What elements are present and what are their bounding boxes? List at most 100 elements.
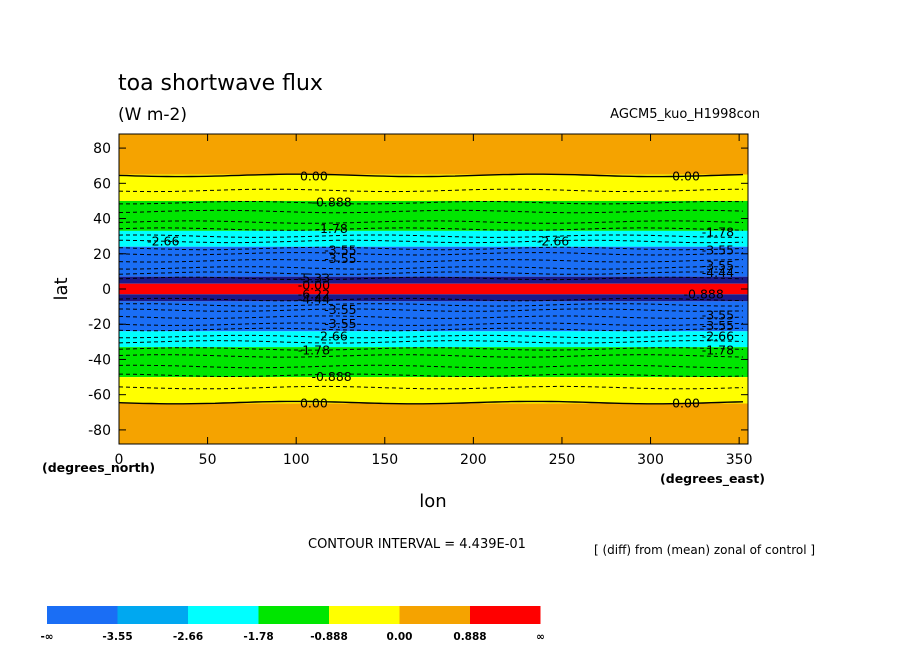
contour-line-10 [118,259,744,263]
contour-label-18: -3.55 [702,307,734,322]
y-tick-label-4: 0 [102,282,111,298]
band-9 [119,331,748,348]
x-tick-label-7: 350 [726,452,753,468]
filled-bands [119,134,748,444]
contour-line-18 [118,322,744,326]
contour-label-2: -0.888 [311,195,351,210]
contour-label-25: -0.888 [311,369,351,384]
colorbar-swatch-4 [329,606,400,624]
colorbar-legend: -∞ -3.55 -2.66 -1.78 -0.888 0.00 0.888 ∞ [40,606,545,643]
x-tick-label-1: 50 [199,452,217,468]
x-tick-label-5: 250 [549,452,576,468]
contour-line-13 [118,276,744,281]
band-1 [119,174,748,201]
colorbar-swatch-6 [470,606,541,624]
contour-line-7 [119,239,744,244]
contour-lines [118,173,744,405]
colorbar-swatch-5 [399,606,470,624]
colorbar-swatch-3 [258,606,329,624]
contour-line-20 [118,334,744,339]
contour-line-17 [118,315,744,319]
colorbar-swatch-2 [188,606,259,624]
contour-line-15 [118,303,744,307]
x-axis-label: lon [419,491,446,512]
colorbar-label-4: -0.888 [310,631,348,643]
x-tick-label-4: 200 [460,452,487,468]
contour-label-11: -4.44 [702,265,734,280]
contour-line-4 [118,220,744,224]
x-tick-label-3: 150 [371,452,398,468]
run-label: AGCM5_kuo_H1998con [610,107,760,122]
band-5 [119,276,748,284]
colorbar-label-0: -∞ [40,631,53,643]
band-8 [119,301,748,332]
contour-label-15: -6.22 [298,286,330,301]
y-tick-label-8: -80 [88,423,111,439]
x-tick-label-6: 300 [637,452,664,468]
contour-label-23: -1.78 [298,343,330,358]
contour-line-9 [118,252,744,256]
contour-label-4: -1.78 [702,225,734,240]
contour-label-22: -2.66 [702,329,734,344]
diff-note: [ (diff) from (mean) zonal of control ] [594,543,815,557]
y-tick-label-7: -60 [88,388,111,404]
colorbar-label-7: ∞ [536,631,545,643]
contour-label-14: -0.888 [684,286,724,301]
colorbar-label-1: -3.55 [102,631,132,643]
contour-label-19: -3.55 [324,316,356,331]
contour-line-19 [118,327,744,332]
contour-label-7: -3.55 [324,242,356,257]
contour-line-2 [119,201,744,205]
contour-label-3: -1.78 [315,221,347,236]
colorbar-swatch-1 [117,606,188,624]
band-4 [119,246,748,277]
band-10 [119,347,748,378]
contour-label-16: -4.44 [298,292,330,307]
contour-line-24 [118,364,743,369]
colorbar-label-6: 0.888 [453,631,486,643]
contour-label-17: -3.55 [324,302,356,317]
plot-area: 0.00 0.00-0.888-1.78 -1.78-2.66 -2.66-3.55-… [118,133,749,445]
contour-line-6 [118,234,744,238]
contour-label-26: 0.00 [300,395,328,410]
contour-label-1: 0.00 [672,168,700,183]
contour-line-21 [118,340,744,344]
x-tick-label-2: 100 [283,452,310,468]
contour-label-0: 0.00 [300,168,328,183]
contour-label-12: -5.33 [298,270,330,285]
colorbar-label-3: -1.78 [243,631,273,643]
contour-line-27 [118,400,744,405]
x-axis-unit-label: (degrees_east) [660,471,765,487]
contour-line-23 [118,354,744,358]
contour-interval-note: CONTOUR INTERVAL = 4.439E-01 [308,537,526,552]
contour-line-5 [118,227,744,231]
band-7 [119,294,748,302]
chart-title: toa shortwave flux [118,71,323,96]
contour-line-14 [118,297,744,302]
contour-line-12 [118,271,744,275]
contour-labels: 0.00 0.00-0.888-1.78 -1.78-2.66 -2.66-3.55-… [147,168,734,410]
contour-line-26 [118,385,744,390]
y-tick-label-6: -40 [88,352,111,368]
y-tick-label-3: 20 [93,247,111,263]
band-2 [119,200,748,231]
contour-line-0 [118,173,744,178]
contour-label-5: -2.66 [147,233,179,248]
y-tick-label-2: 40 [93,212,111,228]
contour-label-24: -1.78 [702,343,734,358]
y-tick-label-0: 80 [93,141,111,157]
contour-line-25 [118,373,744,377]
contour-line-3 [118,209,744,214]
contour-label-20: -3.55 [702,318,734,333]
band-6 [119,283,748,295]
band-11 [119,377,748,404]
chart-units: (W m-2) [118,105,187,125]
colorbar-label-2: -2.66 [173,631,203,643]
contour-label-21: -2.66 [315,329,347,344]
contour-line-1 [118,188,743,193]
x-tick-label-0: 0 [115,452,124,468]
contour-line-16 [119,308,744,312]
contour-label-9: -3.55 [324,251,356,266]
band-3 [119,230,748,247]
